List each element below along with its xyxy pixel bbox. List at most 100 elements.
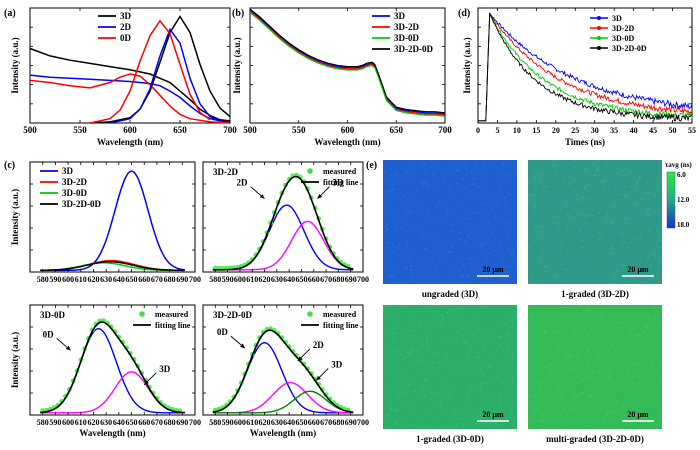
- map-speckle: [479, 387, 482, 389]
- scale-label: 20 μm: [627, 265, 649, 274]
- map-speckle: [530, 383, 532, 386]
- map-speckle: [604, 323, 606, 326]
- map-speckle: [463, 163, 466, 166]
- map-speckle: [394, 423, 396, 425]
- map-speckle: [387, 387, 389, 390]
- x-tick-label: 670: [320, 418, 332, 427]
- map-speckle: [617, 315, 620, 318]
- map-speckle: [613, 275, 616, 278]
- map-speckle: [632, 415, 635, 417]
- map-speckle: [651, 253, 654, 256]
- map-speckle: [485, 268, 487, 270]
- map-speckle: [416, 350, 419, 352]
- map-speckle: [474, 177, 477, 179]
- map-speckle: [596, 416, 599, 418]
- x-tick-label: 690: [176, 275, 188, 284]
- map-speckle: [597, 245, 599, 247]
- map-speckle: [626, 217, 628, 219]
- map-speckle: [561, 393, 564, 396]
- map-speckle: [535, 264, 538, 266]
- map-speckle: [476, 241, 478, 244]
- map-speckle: [627, 175, 629, 178]
- map-speckle: [643, 324, 646, 326]
- map-speckle: [470, 384, 473, 386]
- map-speckle: [441, 314, 443, 317]
- map-speckle: [463, 340, 465, 343]
- map-speckle: [647, 182, 649, 184]
- map-speckle: [563, 424, 565, 427]
- legend-label: 3D-2D-0D: [612, 44, 647, 53]
- map-speckle: [658, 424, 661, 426]
- x-tick-label: 700: [189, 418, 201, 427]
- map-speckle: [583, 186, 586, 188]
- map-speckle: [597, 168, 600, 170]
- map-speckle: [420, 259, 422, 261]
- map-speckle: [530, 311, 533, 314]
- panel-b-line: [249, 9, 446, 115]
- map-speckle: [587, 310, 589, 313]
- map-speckle: [553, 165, 555, 167]
- map-speckle: [529, 387, 531, 389]
- map-speckle: [485, 163, 487, 165]
- map-speckle: [498, 395, 500, 398]
- map-speckle: [584, 411, 587, 413]
- map-speckle: [598, 363, 601, 366]
- map-speckle: [610, 344, 613, 346]
- map-speckle: [566, 358, 568, 361]
- map-speckle: [534, 333, 537, 336]
- map-speckle: [567, 177, 570, 179]
- map-speckle: [544, 366, 547, 369]
- map-speckle: [615, 399, 618, 401]
- panel-a-ylabel: Intensity (a.u.): [10, 37, 20, 93]
- map-speckle: [551, 323, 553, 325]
- x-tick-label: 580: [37, 275, 49, 284]
- map-speckle: [534, 184, 537, 187]
- map-speckle: [387, 264, 390, 266]
- map-speckle: [405, 181, 407, 184]
- map-speckle: [436, 205, 438, 208]
- map-speckle: [659, 281, 662, 283]
- map-speckle: [530, 194, 533, 196]
- map-speckle: [465, 166, 467, 168]
- map-speckle: [395, 409, 398, 412]
- legend-label: measured: [323, 167, 357, 176]
- x-tick-label: 10: [513, 126, 521, 135]
- map-speckle: [447, 393, 450, 396]
- map-speckle: [463, 412, 466, 414]
- map-speckle: [636, 182, 638, 184]
- map-speckle: [465, 321, 468, 323]
- map-speckle: [422, 361, 424, 363]
- map-speckle: [619, 366, 622, 369]
- map-speckle: [484, 399, 487, 401]
- map-speckle: [563, 175, 565, 177]
- map-speckle: [511, 380, 514, 382]
- map-speckle: [564, 199, 567, 202]
- map-speckle: [468, 352, 471, 355]
- map-speckle: [630, 396, 632, 398]
- map-speckle: [558, 229, 560, 232]
- map-speckle: [396, 349, 398, 352]
- map-speckle: [621, 264, 624, 266]
- map-speckle: [391, 191, 393, 194]
- map-speckle: [407, 209, 410, 212]
- map-speckle: [386, 212, 388, 214]
- map-speckle: [596, 307, 599, 309]
- map-speckle: [461, 258, 463, 261]
- map-speckle: [583, 187, 586, 190]
- legend-label: 2D: [120, 22, 132, 32]
- map-speckle: [611, 245, 614, 247]
- map-speckle: [606, 248, 609, 251]
- map-speckle: [497, 179, 499, 182]
- map-speckle: [406, 348, 409, 351]
- map-speckle: [602, 180, 605, 182]
- map-speckle: [598, 212, 600, 214]
- map-speckle: [595, 167, 598, 170]
- x-tick-label: 590: [222, 418, 234, 427]
- map-speckle: [510, 212, 512, 215]
- map-speckle: [491, 279, 493, 282]
- map-speckle: [503, 401, 506, 404]
- map-speckle: [450, 193, 453, 195]
- map-speckle: [401, 383, 403, 385]
- map-speckle: [587, 361, 589, 363]
- map-speckle: [546, 405, 548, 407]
